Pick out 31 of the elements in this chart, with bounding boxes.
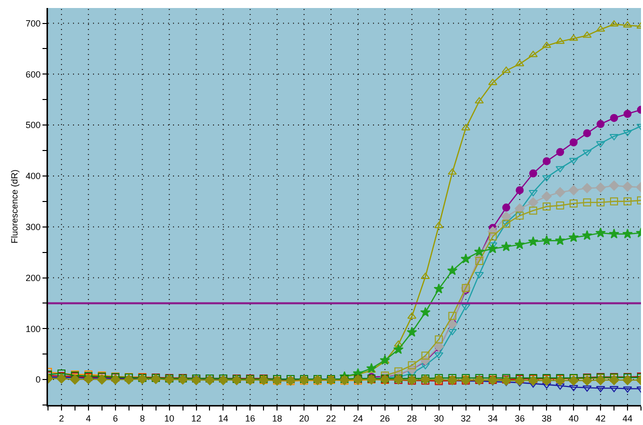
x-tick-label: 38 <box>542 413 552 424</box>
x-tick-label: 12 <box>191 413 202 424</box>
x-tick-label: 28 <box>406 413 417 424</box>
x-tick-label: 36 <box>514 413 525 424</box>
x-tick-label: 16 <box>245 413 256 424</box>
x-tick-label: 4 <box>86 413 91 424</box>
y-tick-label: 100 <box>26 324 41 334</box>
y-tick-label: 600 <box>26 69 41 80</box>
x-tick-label: 14 <box>218 413 228 424</box>
y-axis-title: Fluorescence (dR) <box>9 169 20 244</box>
x-tick-label: 34 <box>488 413 498 424</box>
x-tick-label: 6 <box>112 413 118 424</box>
x-tick-label: 26 <box>380 413 390 424</box>
x-tick-label: 2 <box>58 413 64 424</box>
x-tick-label: 32 <box>460 413 471 424</box>
y-tick-label: 300 <box>26 222 41 232</box>
x-tick-label: 18 <box>272 413 282 424</box>
x-tick-label: 10 <box>164 413 174 424</box>
x-tick-label: 24 <box>352 413 363 424</box>
x-tick-label: 30 <box>434 413 444 424</box>
x-tick-label: 40 <box>568 413 579 424</box>
x-tick-label: 8 <box>140 413 145 424</box>
x-tick-label: 42 <box>596 413 606 424</box>
x-tick-label: 20 <box>299 413 310 424</box>
x-tick-label: 22 <box>326 413 336 424</box>
y-tick-label: 0 <box>36 374 41 385</box>
y-tick-label: 200 <box>26 272 41 283</box>
y-tick-label: 400 <box>26 171 41 182</box>
y-tick-label: 700 <box>26 18 41 28</box>
x-tick-label: 44 <box>622 413 633 424</box>
y-tick-label: 500 <box>26 120 41 130</box>
